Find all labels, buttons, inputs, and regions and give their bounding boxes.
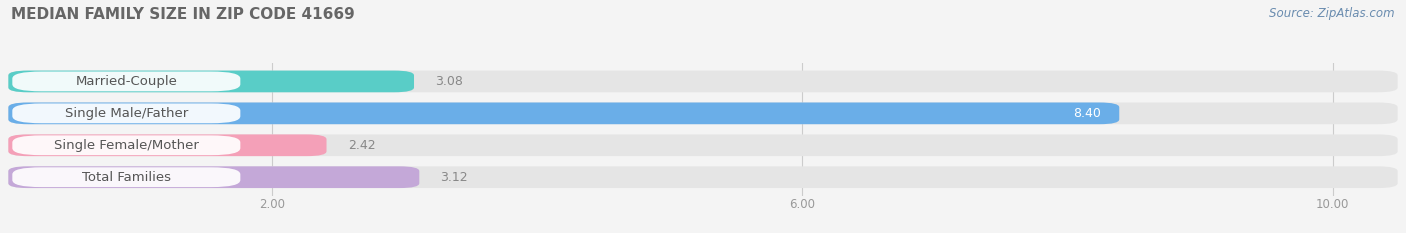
Text: Married-Couple: Married-Couple bbox=[76, 75, 177, 88]
Text: Total Families: Total Families bbox=[82, 171, 172, 184]
FancyBboxPatch shape bbox=[13, 135, 240, 155]
FancyBboxPatch shape bbox=[8, 71, 413, 92]
Text: 8.40: 8.40 bbox=[1073, 107, 1101, 120]
FancyBboxPatch shape bbox=[8, 71, 1398, 92]
FancyBboxPatch shape bbox=[13, 103, 240, 123]
FancyBboxPatch shape bbox=[8, 166, 1398, 188]
FancyBboxPatch shape bbox=[8, 134, 326, 156]
Text: 2.42: 2.42 bbox=[347, 139, 375, 152]
FancyBboxPatch shape bbox=[8, 134, 1398, 156]
Text: Source: ZipAtlas.com: Source: ZipAtlas.com bbox=[1270, 7, 1395, 20]
FancyBboxPatch shape bbox=[8, 166, 419, 188]
Text: MEDIAN FAMILY SIZE IN ZIP CODE 41669: MEDIAN FAMILY SIZE IN ZIP CODE 41669 bbox=[11, 7, 354, 22]
Text: Single Female/Mother: Single Female/Mother bbox=[53, 139, 198, 152]
Text: Single Male/Father: Single Male/Father bbox=[65, 107, 188, 120]
FancyBboxPatch shape bbox=[13, 72, 240, 91]
Text: 3.08: 3.08 bbox=[436, 75, 463, 88]
Text: 3.12: 3.12 bbox=[440, 171, 468, 184]
FancyBboxPatch shape bbox=[8, 103, 1119, 124]
FancyBboxPatch shape bbox=[8, 103, 1398, 124]
FancyBboxPatch shape bbox=[13, 167, 240, 187]
